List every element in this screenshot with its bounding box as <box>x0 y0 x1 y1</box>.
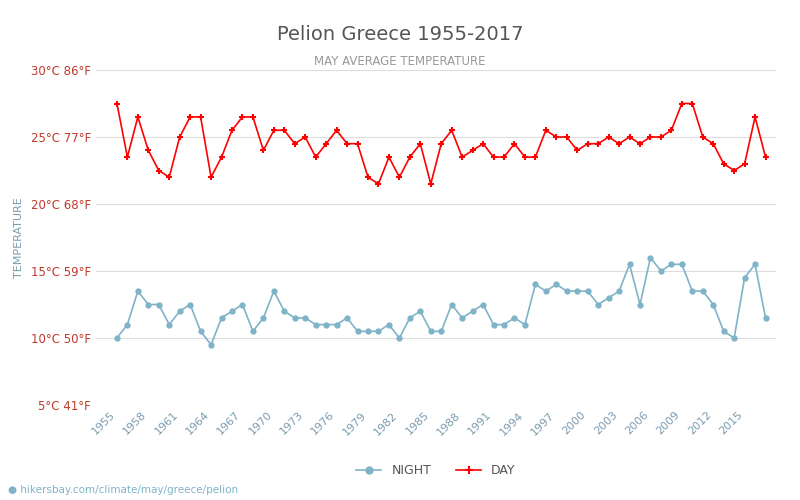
Legend: NIGHT, DAY: NIGHT, DAY <box>351 460 521 482</box>
Text: Pelion Greece 1955-2017: Pelion Greece 1955-2017 <box>277 25 523 44</box>
Text: MAY AVERAGE TEMPERATURE: MAY AVERAGE TEMPERATURE <box>314 55 486 68</box>
Y-axis label: TEMPERATURE: TEMPERATURE <box>14 197 24 278</box>
Text: ● hikersbay.com/climate/may/greece/pelion: ● hikersbay.com/climate/may/greece/pelio… <box>8 485 238 495</box>
